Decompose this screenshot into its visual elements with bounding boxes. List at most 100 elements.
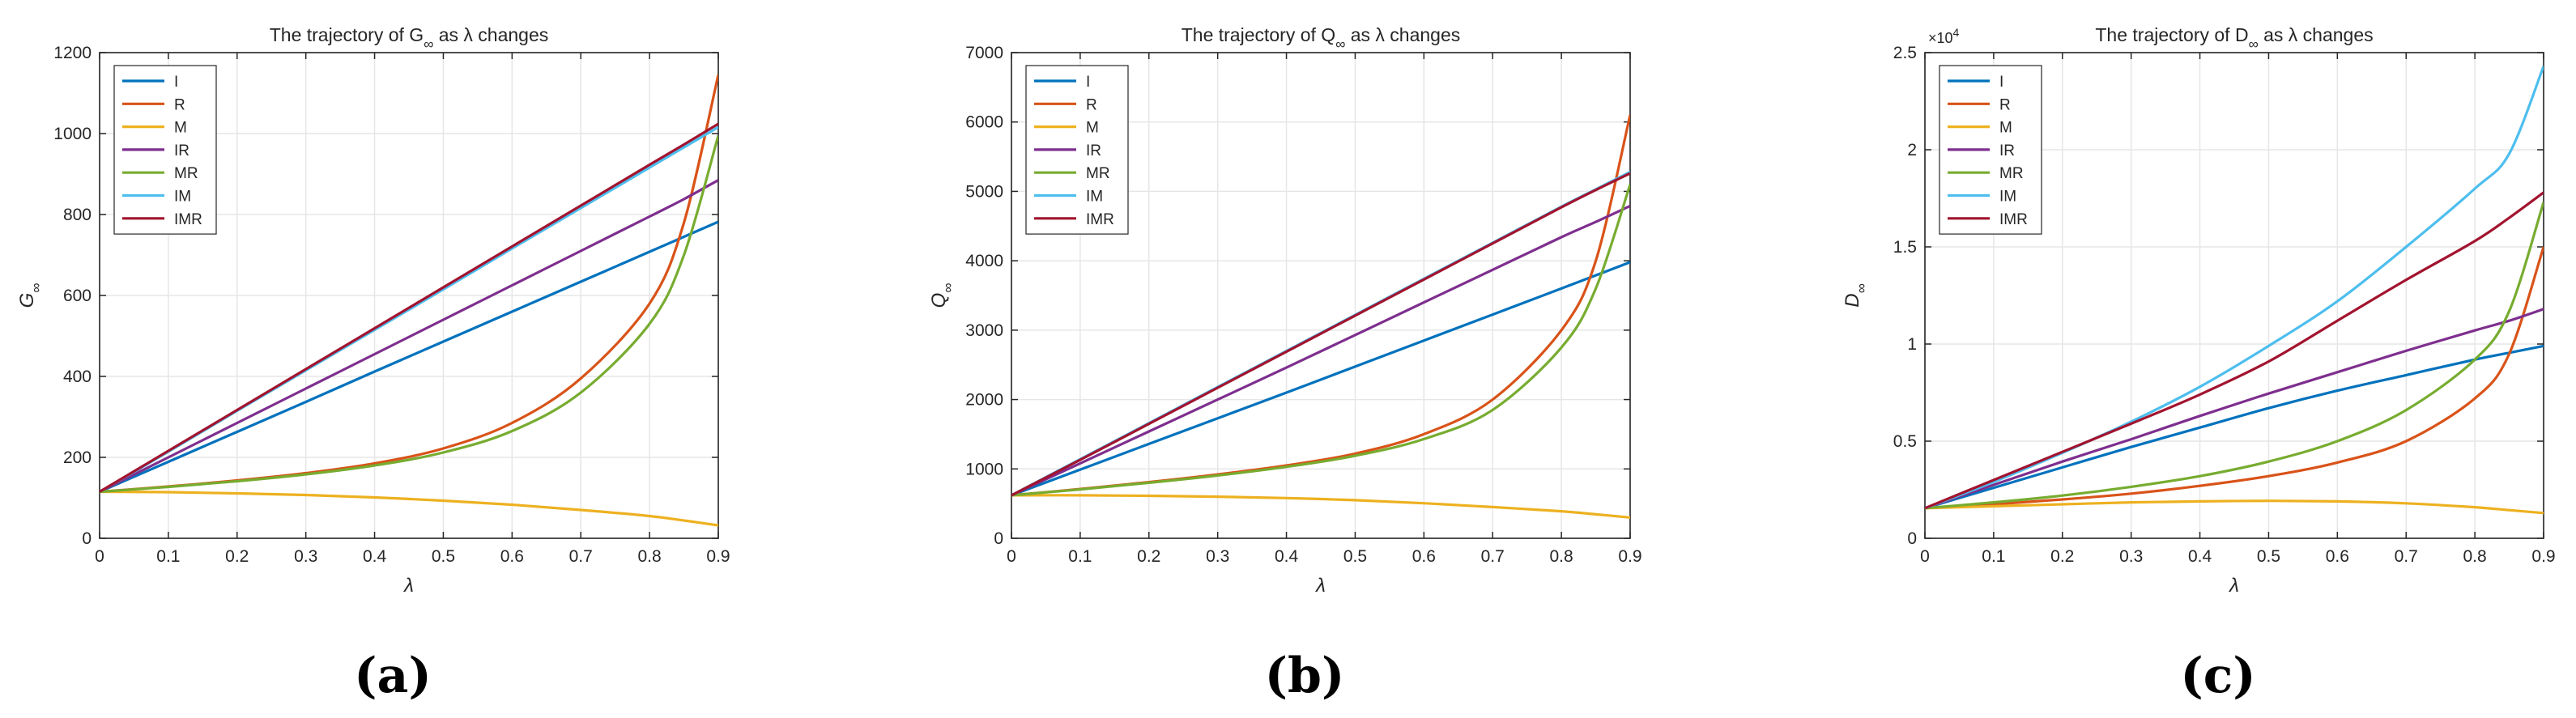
series-lines [1925, 66, 2544, 515]
x-tick-label: 0.3 [294, 547, 317, 566]
legend-label-r: R [1086, 96, 1097, 113]
chart-panel-3: 0 0.1 0.2 0.3 0.4 0.5 0.6 0.7 0.8 0.9 0 0.5 1 1.5 2 2.5… [1842, 24, 2556, 597]
x-tick-label: 0.5 [1343, 547, 1367, 566]
y-axis-label: Q∞ [928, 283, 956, 308]
exponent-label: ×104 [1928, 26, 1960, 46]
subfigure-label: (b) [1265, 648, 1345, 704]
legend-label-m: M [1086, 120, 1099, 137]
chart-title: The trajectory of G∞ as λ changes [270, 24, 549, 52]
series-line-r [1925, 246, 2544, 510]
series-line-m [1925, 499, 2544, 515]
x-axis-label: λ [2228, 575, 2239, 597]
x-tick-label: 0.7 [1481, 547, 1505, 566]
series-line-imr [1925, 191, 2544, 510]
chart-panel-1: 0 0.1 0.2 0.3 0.4 0.5 0.6 0.7 0.8 0.9 0 200 400 600 80… [16, 24, 730, 597]
y-tick-label: 1200 [53, 44, 92, 62]
y-label-subscript: ∞ [1854, 283, 1869, 293]
y-label-subscript: ∞ [28, 283, 44, 293]
y-tick-label: 0.5 [1893, 432, 1917, 451]
title-rest: as λ changes [433, 24, 548, 45]
x-tick-label: 0.9 [2531, 547, 2555, 566]
y-tick-label: 800 [63, 206, 92, 224]
title-subscript: ∞ [2249, 36, 2259, 52]
legend-label-mr: MR [1999, 165, 2024, 182]
legend-label-ir: IR [1086, 142, 1101, 159]
series-line-imr [100, 122, 718, 493]
x-tick-label: 0.8 [638, 547, 662, 566]
x-tick-label: 0.5 [432, 547, 455, 566]
y-tick-label: 1000 [53, 125, 92, 143]
series-line-mr [100, 135, 718, 494]
x-tick-label: 0.2 [1137, 547, 1160, 566]
y-label-main: Q [928, 293, 950, 308]
title-subscript: ∞ [1335, 36, 1345, 52]
legend-label-ir: IR [1999, 142, 2015, 159]
y-tick-label: 1000 [965, 460, 1003, 478]
title-main: The trajectory of D [2095, 24, 2248, 45]
y-tick-label: 0 [1907, 529, 1917, 548]
x-tick-label: 0.9 [706, 547, 730, 566]
x-tick-label: 0 [95, 547, 104, 566]
y-tick-label: 2 [1907, 141, 1917, 159]
series-line-mr [1925, 202, 2544, 510]
subfigure-label: (a) [354, 648, 432, 704]
x-tick-label: 0 [1920, 547, 1930, 566]
series-lines [1011, 114, 1630, 519]
x-tick-label: 0.1 [156, 547, 180, 566]
y-label-main: D [1842, 293, 1863, 307]
series-line-ir [1925, 308, 2544, 510]
series-line-mr [1011, 184, 1630, 497]
legend-label-imr: IMR [1999, 211, 2028, 228]
legend-label-ir: IR [174, 142, 189, 159]
x-tick-label: 0.3 [2119, 547, 2143, 566]
x-tick-label: 0.6 [1412, 547, 1436, 566]
series-line-ir [1011, 204, 1630, 497]
x-tick-label: 0.2 [2050, 547, 2074, 566]
x-tick-label: 0.1 [1068, 547, 1092, 566]
x-tick-label: 0.3 [1206, 547, 1229, 566]
y-tick-label: 400 [63, 367, 92, 386]
y-tick-label: 1 [1907, 335, 1917, 354]
title-main: The trajectory of Q [1182, 24, 1335, 45]
y-tick-label: 7000 [965, 44, 1003, 62]
chart-title: The trajectory of D∞ as λ changes [2095, 24, 2373, 52]
chart-title: The trajectory of Q∞ as λ changes [1182, 24, 1461, 52]
legend-label-imr: IMR [1086, 211, 1114, 228]
x-tick-label: 0.4 [1275, 547, 1299, 566]
x-tick-label: 0.8 [2463, 547, 2487, 566]
x-tick-label: 0.9 [1618, 547, 1641, 566]
y-tick-label: 200 [63, 448, 92, 467]
series-line-ir [100, 179, 718, 493]
x-tick-label: 0.1 [1982, 547, 2005, 566]
title-subscript: ∞ [424, 36, 433, 52]
axes-box [1011, 52, 1631, 539]
axes-box [1924, 52, 2544, 539]
exponent-base: ×10 [1928, 30, 1953, 46]
series-line-im [1925, 66, 2544, 510]
y-tick-label: 0 [82, 529, 92, 548]
legend-label-mr: MR [1086, 165, 1110, 182]
y-label-subscript: ∞ [940, 283, 956, 293]
legend-label-i: I [1086, 74, 1090, 91]
x-tick-label: 0.7 [2395, 547, 2418, 566]
y-tick-label: 1.5 [1893, 238, 1917, 257]
y-axis-label: G∞ [16, 283, 44, 308]
y-tick-label: 4000 [965, 252, 1003, 270]
series-line-i [100, 220, 718, 493]
title-rest: as λ changes [2259, 24, 2374, 45]
series-line-m [1011, 494, 1630, 519]
legend-label-im: IM [174, 189, 191, 206]
legend-label-im: IM [1999, 189, 2016, 206]
legend-label-mr: MR [174, 165, 198, 182]
legend-label-im: IM [1086, 189, 1103, 206]
title-rest: as λ changes [1345, 24, 1460, 45]
y-tick-label: 0 [994, 529, 1003, 548]
y-tick-label: 2000 [965, 391, 1003, 410]
y-tick-label: 6000 [965, 113, 1003, 132]
legend-label-m: M [1999, 120, 2012, 137]
exponent-power: 4 [1953, 26, 1960, 39]
